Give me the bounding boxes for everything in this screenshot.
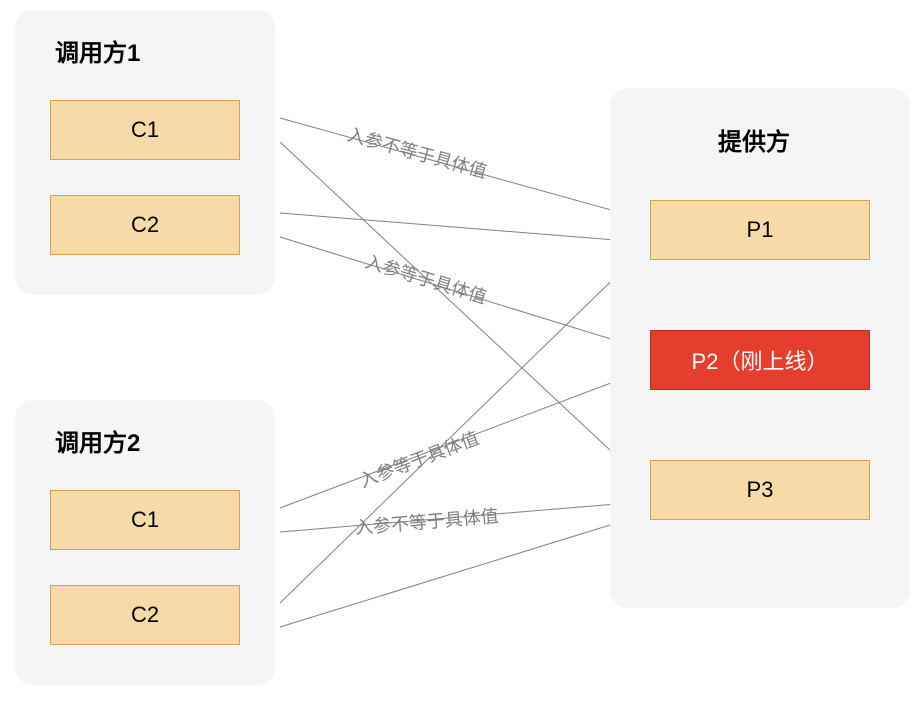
edge-e5 <box>280 372 640 508</box>
edge-e4 <box>280 237 640 348</box>
node-c1a: C1 <box>50 100 240 160</box>
edge-e2 <box>280 142 640 478</box>
edge-lines-group <box>280 118 640 627</box>
panel-title-caller1: 调用方1 <box>55 33 140 68</box>
edge-label-e1: 入参不等于具体值 <box>345 120 491 184</box>
edge-e7 <box>280 257 636 603</box>
diagram-canvas: 调用方1 调用方2 提供方 C1 C2 C1 C2 P1 P2（刚上线） P3 入参不等于具体值… <box>0 0 923 722</box>
edge-e6 <box>280 502 640 532</box>
node-c2a: C2 <box>50 195 240 255</box>
node-c1b: C1 <box>50 490 240 550</box>
panel-title-provider: 提供方 <box>718 122 790 157</box>
edge-label-e5: 入参等于具体值 <box>355 424 482 493</box>
edge-e8 <box>280 517 636 627</box>
node-p2: P2（刚上线） <box>650 330 870 390</box>
edge-label-e6: 入参不等于具体值 <box>354 502 500 540</box>
node-p3: P3 <box>650 460 870 520</box>
edge-e1 <box>280 118 640 218</box>
node-c2b: C2 <box>50 585 240 645</box>
panel-title-caller2: 调用方2 <box>55 423 140 458</box>
edge-e3 <box>280 213 640 242</box>
node-p1: P1 <box>650 200 870 260</box>
edge-label-e4: 入参等于具体值 <box>362 248 490 310</box>
